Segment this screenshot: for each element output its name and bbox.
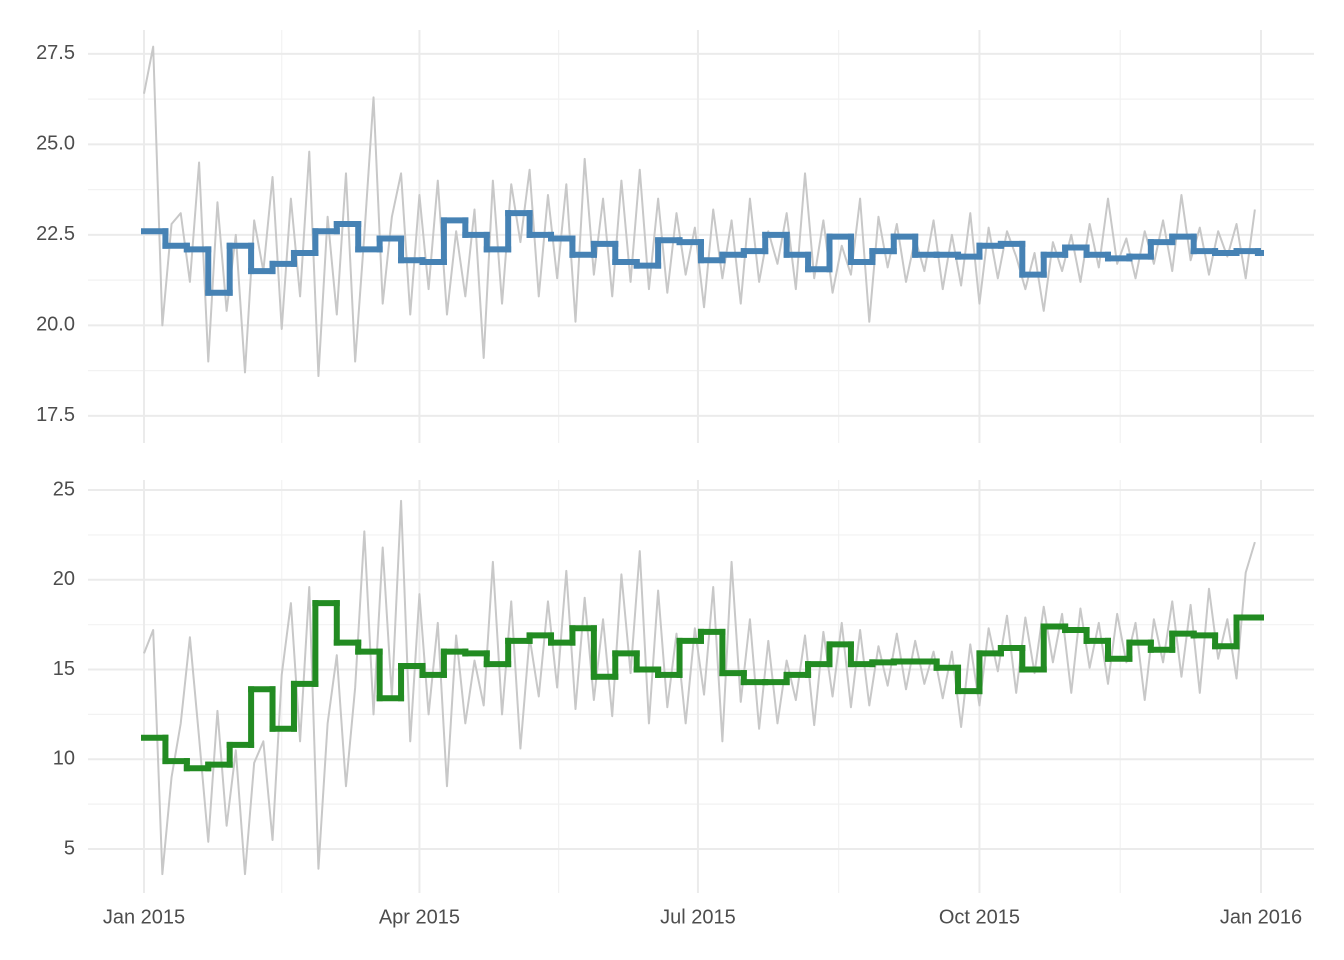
y-tick-label: 27.5	[36, 42, 75, 64]
y-tick-label: 15	[53, 658, 75, 680]
x-tick-label: Jan 2016	[1220, 906, 1302, 928]
y-tick-label: 5	[64, 837, 75, 859]
y-tick-label: 10	[53, 748, 75, 770]
y-tick-label: 22.5	[36, 223, 75, 245]
y-tick-label: 20	[53, 568, 75, 590]
y-tick-label: 25	[53, 478, 75, 500]
y-tick-label: 25.0	[36, 133, 75, 155]
y-tick-label: 17.5	[36, 404, 75, 426]
x-tick-label: Oct 2015	[939, 906, 1020, 928]
x-tick-label: Jan 2015	[103, 906, 185, 928]
daily-line	[143, 45, 1256, 378]
x-tick-label: Apr 2015	[379, 906, 460, 928]
daily-line	[143, 499, 1256, 876]
x-tick-label: Jul 2015	[660, 906, 736, 928]
y-tick-label: 20.0	[36, 314, 75, 336]
